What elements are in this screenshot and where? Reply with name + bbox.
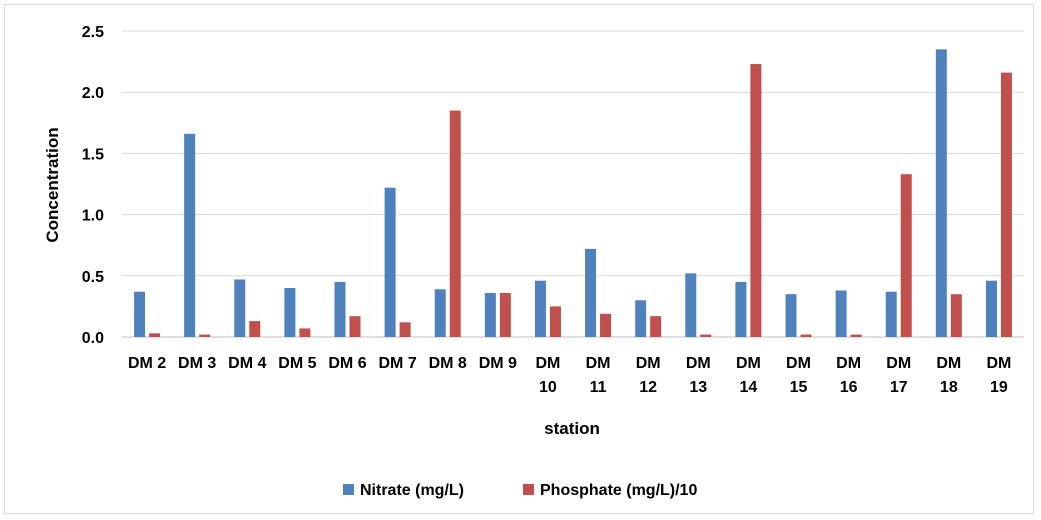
x-tick-label: DM 5 [278,355,316,372]
bars [134,49,1012,338]
bar-phosphate [900,174,912,337]
x-tick-label: DM 2 [128,355,166,372]
bar-phosphate [950,294,962,337]
y-tick-label: 1.0 [82,208,104,225]
x-tick-label: DM 6 [328,355,366,372]
bar-nitrate [735,281,747,337]
x-axis-ticks: DM 2 DM 3 DM 4 DM 5 DM 6 DM 7 DM 8 DM 9 DM 10 DM 11… [128,355,1011,396]
x-tick-label: DM 13 [686,355,711,396]
bar-phosphate [800,334,812,337]
bar-phosphate [499,292,511,337]
x-axis-title: station [544,419,600,438]
bar-nitrate [334,281,346,337]
bar-phosphate [149,333,161,337]
bar-nitrate [134,291,146,337]
y-tick-label: 2.0 [82,85,104,102]
y-tick-label: 0.5 [82,269,104,286]
x-tick-label: DM 4 [228,355,266,372]
x-tick-label: DM 3 [178,355,216,372]
bar-nitrate [284,288,296,337]
bar-nitrate [534,280,546,337]
x-tick-label: DM 19 [986,355,1011,396]
x-tick-label: DM 7 [378,355,416,372]
bar-phosphate [600,313,612,337]
legend-label-phosphate: Phosphate (mg/L)/10 [540,482,697,499]
x-tick-label: DM 14 [736,355,761,396]
legend: Nitrate (mg/L) Phosphate (mg/L)/10 [343,482,697,499]
bar-phosphate [850,334,862,337]
x-tick-label: DM 17 [886,355,911,396]
bar-phosphate [750,64,762,337]
y-tick-label: 1.5 [82,146,104,163]
y-tick-label: 0.0 [82,330,104,347]
legend-label-nitrate: Nitrate (mg/L) [360,482,464,499]
bar-nitrate [434,289,446,337]
x-tick-label: DM 15 [786,355,811,396]
x-tick-label: DM 9 [479,355,517,372]
bar-nitrate [234,279,246,337]
bar-phosphate [1000,72,1012,337]
x-tick-label: DM 10 [535,355,560,396]
bar-phosphate [700,334,712,337]
bar-phosphate [349,316,361,337]
bar-nitrate [685,273,697,337]
x-tick-label: DM 8 [429,355,467,372]
bar-phosphate [650,316,662,337]
bar-nitrate [935,49,947,338]
bar-phosphate [299,328,311,337]
bar-nitrate [384,187,396,337]
y-axis-ticks: 0.0 0.5 1.0 1.5 2.0 2.5 [82,24,104,347]
bar-nitrate [184,133,196,337]
x-tick-label: DM 11 [586,355,611,396]
bar-phosphate [399,322,411,337]
bar-phosphate [449,110,461,337]
x-tick-label: DM 18 [936,355,961,396]
bar-phosphate [549,306,561,337]
bar-nitrate [885,291,897,337]
bar-phosphate [199,334,211,337]
y-axis-title: Concentration [43,127,62,242]
bar-nitrate [785,294,797,337]
bar-nitrate [985,280,997,337]
legend-swatch-nitrate [343,484,354,495]
y-tick-label: 2.5 [82,24,104,41]
gridlines [122,30,1024,338]
bar-nitrate [835,290,847,337]
bar-nitrate [635,300,647,337]
x-tick-label: DM 16 [836,355,861,396]
bar-nitrate [484,292,496,337]
x-tick-label: DM 12 [636,355,661,396]
bar-nitrate [585,248,597,337]
chart-area [4,4,1034,514]
bar-phosphate [249,321,261,337]
legend-swatch-phosphate [523,484,534,495]
